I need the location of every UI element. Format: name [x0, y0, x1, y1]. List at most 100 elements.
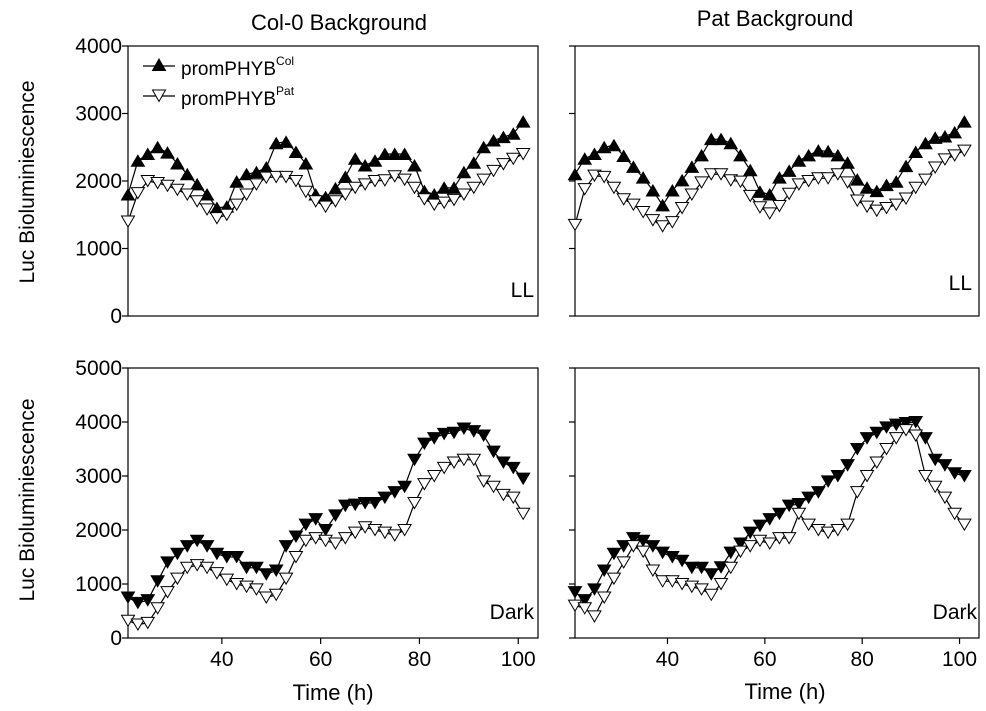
data-point [387, 486, 403, 499]
series-pat [567, 424, 972, 623]
data-point [655, 220, 670, 233]
data-point [918, 432, 933, 445]
data-point [957, 518, 972, 532]
data-point [772, 171, 787, 184]
xlabel-left: Time (h) [292, 680, 373, 705]
data-point [328, 195, 343, 208]
data-point [937, 153, 953, 166]
panel-top-left: 0 1000 2000 3000 4000 LL [75, 35, 539, 328]
data-point [239, 188, 254, 202]
data-point [150, 602, 166, 615]
data-point [456, 165, 472, 179]
data-point [268, 136, 284, 150]
data-point [635, 171, 651, 184]
data-point [397, 523, 413, 537]
data-point [762, 207, 778, 220]
data-point [179, 188, 195, 202]
data-point [587, 610, 602, 623]
data-point [268, 564, 284, 578]
data-point [567, 218, 583, 232]
data-point [791, 507, 807, 521]
y-tick-label: 4000 [75, 411, 122, 434]
data-point [219, 550, 235, 564]
data-point [476, 429, 492, 443]
data-point [476, 140, 492, 154]
data-point [367, 174, 383, 188]
data-point [298, 156, 314, 170]
data-point [318, 523, 333, 537]
data-point [723, 546, 739, 560]
data-point [733, 148, 748, 162]
data-point [781, 532, 797, 545]
data-point [387, 529, 403, 542]
data-point [426, 198, 442, 212]
plot-frame [574, 367, 980, 639]
data-point [626, 160, 641, 173]
data-point [150, 575, 166, 588]
data-point [577, 183, 593, 196]
data-point [664, 183, 680, 197]
x-tick-label: 100 [942, 648, 977, 671]
data-point [694, 176, 709, 189]
data-point [655, 546, 670, 560]
data-point [772, 532, 787, 545]
data-point [515, 507, 531, 521]
legend-item-pat: promPHYBPat [143, 84, 295, 110]
data-point [606, 547, 622, 561]
data-point [515, 115, 531, 128]
data-point [436, 181, 452, 194]
data-point [587, 147, 602, 161]
data-point [937, 459, 953, 472]
data-point [742, 526, 758, 540]
y-tick-label: 3000 [75, 103, 122, 126]
data-point [723, 561, 739, 575]
data-point [810, 144, 826, 157]
col-title-pat: Pat Background [697, 6, 854, 31]
data-point [407, 158, 422, 172]
data-point [762, 537, 778, 551]
data-point [268, 588, 284, 602]
data-point [849, 173, 865, 186]
x-tick-label: 80 [851, 648, 874, 671]
data-point [820, 144, 836, 158]
data-point [772, 199, 787, 213]
data-point [723, 174, 739, 187]
data-point [849, 194, 865, 208]
y-tick-label: 0 [110, 627, 122, 650]
data-point [496, 158, 511, 171]
legend-item-col: promPHYBCol [143, 54, 294, 80]
data-point [170, 156, 185, 170]
data-point [888, 175, 904, 188]
data-point [947, 149, 963, 162]
data-point [505, 127, 521, 140]
data-point [219, 208, 235, 222]
data-point [189, 177, 205, 191]
data-point [209, 567, 225, 580]
data-point [645, 214, 661, 227]
data-point [859, 200, 875, 214]
data-point [742, 189, 758, 203]
x-tick-label: 80 [408, 648, 431, 671]
x-tick-label: 40 [210, 648, 233, 671]
data-point [278, 170, 294, 184]
data-point [947, 125, 963, 139]
data-point [927, 480, 943, 494]
data-point [879, 201, 894, 215]
legend-marker-col [151, 57, 167, 71]
data-point [258, 171, 274, 185]
data-point [947, 507, 963, 521]
panel-top-right: LL [567, 45, 980, 317]
data-point [898, 417, 914, 430]
svg-text:promPHYBPat: promPHYBPat [181, 84, 295, 110]
data-point [160, 556, 175, 569]
data-point [908, 145, 924, 158]
data-point [417, 437, 432, 451]
y-tick-label: 2000 [75, 519, 122, 542]
data-point [328, 509, 343, 522]
data-point [120, 187, 136, 201]
condition-label: Dark [933, 601, 978, 624]
data-point [606, 181, 622, 195]
legend-marker-pat [151, 89, 167, 103]
data-point [781, 499, 797, 513]
data-point [229, 175, 245, 188]
